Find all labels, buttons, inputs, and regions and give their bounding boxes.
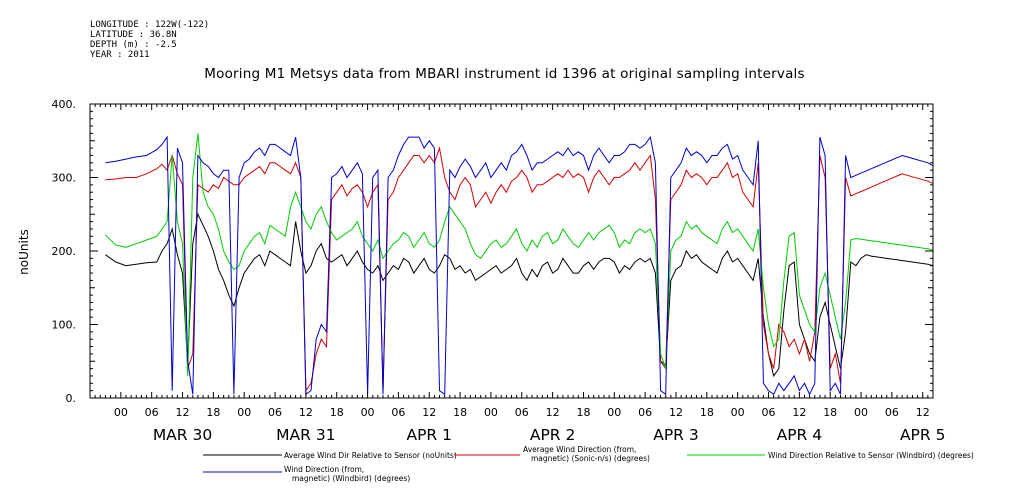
y-tick-label: 0. [66,392,77,405]
x-tick-label: 18 [823,406,837,419]
x-tick-label: 06 [762,406,776,419]
x-tick-label: 12 [916,406,930,419]
x-tick-label: 00 [854,406,868,419]
x-tick-label: 00 [731,406,745,419]
legend-label-4: Wind Direction (from, magnetic) (Windbird… [284,465,410,483]
x-tick-label: 18 [576,406,590,419]
day-label: APR 1 [406,426,452,444]
legend: Average Wind Dir Relative to Sensor (noU… [203,445,974,483]
y-tick-label: 100. [52,319,77,332]
legend-label-2: Average Wind Direction (from, magnetic) (… [523,445,650,463]
x-tick-label: 06 [268,406,282,419]
series-line-1 [105,212,934,378]
day-label: APR 3 [653,426,699,444]
legend-label-3: Wind Direction Relative to Sensor (Windb… [768,451,974,460]
x-tick-label: 00 [484,406,498,419]
x-tick-label: 12 [792,406,806,419]
x-tick-label: 00 [237,406,251,419]
metadata-block: LONGITUDE : 122W(-122) LATITUDE : 36.8N … [90,20,209,60]
x-tick-label: 12 [176,406,190,419]
x-tick-label: 06 [515,406,529,419]
series-line-2 [105,146,934,393]
depth-text: DEPTH (m) : -2.5 [90,40,177,50]
day-label: APR 2 [530,426,576,444]
chart-title: Mooring M1 Metsys data from MBARI instru… [204,66,805,82]
x-tick-label: 06 [885,406,899,419]
longitude-text: LONGITUDE : 122W(-122) [90,20,210,30]
day-label: APR 4 [777,426,823,444]
x-tick-label: 00 [607,406,621,419]
x-tick-label: 18 [453,406,467,419]
x-tick-label: 00 [114,406,128,419]
day-label: MAR 31 [276,426,335,444]
x-tick-label: 06 [638,406,652,419]
x-tick-label: 12 [299,406,313,419]
plot-lines [105,133,934,396]
x-tick-label: 12 [422,406,436,419]
plot-frame [89,103,934,399]
day-label: MAR 30 [153,426,212,444]
y-tick-label: 400. [52,98,77,111]
latitude-text: LATITUDE : 36.8N [90,30,177,40]
x-tick-label: 18 [700,406,714,419]
x-tick-label: 12 [669,406,683,419]
series-line-3 [105,133,934,376]
x-tick-label: 18 [330,406,344,419]
day-label: APR 5 [900,426,946,444]
series-line-4 [105,135,934,396]
x-tick-label: 06 [391,406,405,419]
x-tick-label: 00 [361,406,375,419]
y-tick-label: 300. [52,172,77,185]
y-tick-label: 200. [52,245,77,258]
legend-label-1: Average Wind Dir Relative to Sensor (noU… [284,451,457,460]
x-tick-label: 06 [145,406,159,419]
year-text: YEAR : 2011 [90,50,150,60]
x-tick-label: 12 [546,406,560,419]
x-tick-label: 18 [206,406,220,419]
axes: 00 06 12 18 00 06 12 18 00 06 12 18 00 06 12 18 00 06 12 18… [52,98,946,444]
